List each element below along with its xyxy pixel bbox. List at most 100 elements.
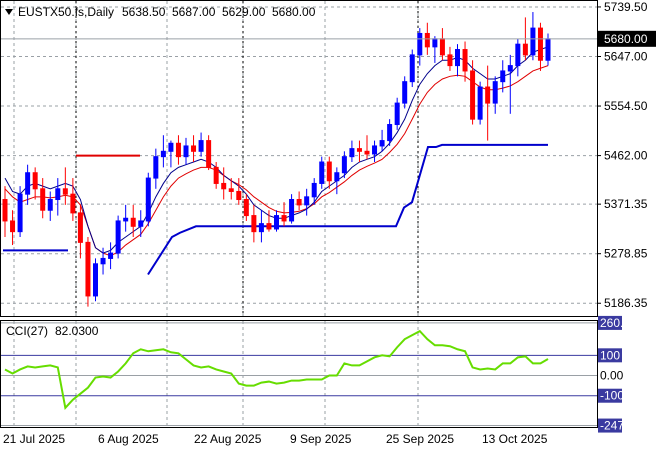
candle-up — [138, 220, 144, 227]
price-tick-label: 5278.85 — [604, 247, 648, 261]
candle-down — [175, 142, 181, 158]
time-tick-label: 21 Jul 2025 — [3, 432, 65, 446]
candle-up — [530, 27, 536, 56]
candle-up — [115, 220, 121, 254]
candle-down — [447, 54, 453, 67]
current-price-badge — [598, 30, 656, 47]
candle-up — [432, 38, 438, 48]
candle-up — [455, 49, 460, 67]
time-tick-label: 22 Aug 2025 — [194, 432, 262, 446]
candle-up — [500, 70, 506, 83]
candle-up — [387, 124, 393, 142]
candle-down — [266, 223, 272, 230]
candle-down — [485, 86, 491, 104]
candle-down — [10, 220, 16, 233]
candle-down — [281, 215, 287, 222]
price-tick-label: 5462.00 — [604, 149, 648, 163]
price-tick-label: 5554.50 — [604, 99, 648, 113]
candle-down — [296, 199, 302, 206]
candle-up — [341, 156, 347, 174]
candle-up — [372, 145, 378, 155]
candle-up — [47, 199, 53, 211]
candle-up — [153, 156, 159, 179]
candle-down — [62, 188, 68, 195]
candle-up — [108, 252, 114, 259]
candle-down — [206, 140, 212, 168]
symbol-label: EUSTX50.fs,Daily — [18, 5, 114, 19]
candle-up — [183, 145, 189, 158]
candle-up — [93, 263, 98, 297]
open-value: 5638.50 — [122, 5, 166, 19]
candle-up — [394, 102, 400, 126]
candle-up — [334, 172, 340, 182]
candle-up — [289, 199, 295, 222]
candle-up — [319, 161, 325, 184]
candle-up — [168, 142, 174, 152]
candle-up — [304, 196, 310, 206]
time-axis: 21 Jul 2025 6 Aug 2025 22 Aug 2025 9 Sep 20… — [3, 432, 548, 446]
candle-up — [492, 81, 498, 104]
cci-tick-label: -100 — [600, 389, 624, 403]
candle-down — [251, 215, 257, 233]
cci-tick-box — [598, 348, 622, 363]
price-tick-label: 5186.35 — [604, 296, 648, 310]
candle-down — [522, 43, 528, 56]
close-value: 5680.00 — [272, 5, 316, 19]
cci-tick-box — [598, 315, 622, 330]
candle-down — [326, 161, 332, 182]
candle-up — [258, 223, 264, 233]
candle-up — [477, 86, 483, 120]
chart-header: EUSTX50.fs,Daily 5638.50 5687.00 5629.00… — [5, 5, 316, 19]
low-value: 5629.00 — [222, 5, 266, 19]
candle-down — [462, 49, 468, 72]
cci-tick-box — [598, 418, 622, 433]
cci-tick-label: -247.8169 — [600, 419, 654, 433]
price-tick-label: 5647.00 — [604, 49, 648, 63]
price-axis: 5739.50 5647.00 5554.50 5462.00 5371.35 5278.… — [1, 0, 656, 310]
support-line-2 — [147, 143, 548, 276]
cci-tick-box — [598, 388, 622, 403]
candle-down — [356, 148, 362, 152]
candle-down — [424, 32, 430, 48]
candle-up — [311, 182, 317, 198]
current-price-label: 5680.00 — [604, 32, 648, 46]
candle-down — [77, 212, 83, 243]
candle-up — [145, 177, 151, 222]
candle-up — [160, 150, 166, 158]
candle-down — [243, 199, 249, 217]
candle-down — [213, 166, 219, 184]
candle-down — [537, 27, 543, 61]
candle-up — [379, 140, 385, 147]
cci-tick-label: 0.00 — [600, 369, 624, 383]
candle-up — [100, 257, 106, 265]
candle-down — [32, 172, 38, 190]
cci-tick-label: 100 — [600, 348, 620, 362]
price-tick-label: 5371.35 — [604, 197, 648, 211]
cci-indicator: 260.4851 100 0.00 -100 -247.8169 — [1, 315, 654, 433]
candle-up — [417, 32, 423, 56]
candle-down — [130, 217, 136, 227]
candle-up — [507, 65, 513, 72]
main-panel-frame — [0, 0, 598, 317]
candle-up — [25, 172, 31, 195]
candle-up — [123, 217, 129, 222]
candles — [2, 12, 551, 307]
time-tick-label: 25 Sep 2025 — [386, 432, 454, 446]
price-tick-label: 5739.50 — [604, 0, 648, 14]
candle-down — [470, 70, 476, 120]
candle-up — [17, 193, 23, 233]
cci-panel-frame — [0, 320, 598, 428]
candle-up — [402, 81, 408, 104]
high-value: 5687.00 — [172, 5, 216, 19]
cci-header: CCI(27) 82.0300 — [6, 324, 99, 338]
candle-down — [2, 199, 8, 222]
cci-value: 82.0300 — [55, 324, 99, 338]
time-tick-label: 13 Oct 2025 — [482, 432, 548, 446]
candle-up — [274, 215, 279, 230]
dropdown-triangle-icon[interactable] — [5, 9, 13, 15]
candle-up — [515, 43, 521, 67]
candle-up — [198, 140, 204, 152]
candle-down — [70, 193, 76, 214]
candle-up — [545, 38, 551, 61]
